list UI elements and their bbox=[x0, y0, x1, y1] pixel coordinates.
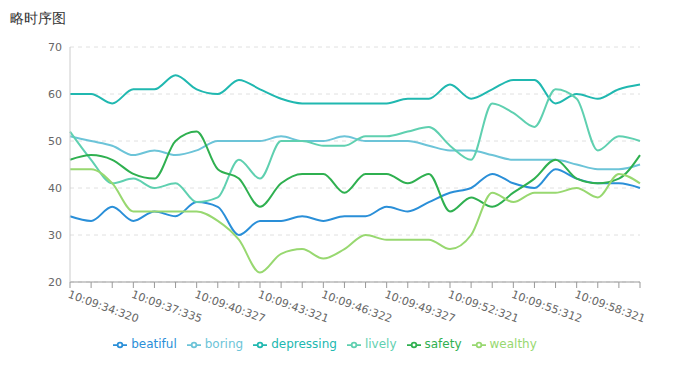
svg-text:20: 20 bbox=[48, 276, 62, 289]
svg-text:10:09:52:321: 10:09:52:321 bbox=[446, 288, 520, 326]
svg-text:10:09:34:320: 10:09:34:320 bbox=[66, 288, 140, 326]
svg-text:10:09:37:335: 10:09:37:335 bbox=[130, 288, 204, 326]
svg-text:30: 30 bbox=[48, 229, 62, 242]
html-text:depressing: depressing bbox=[271, 337, 337, 351]
svg-text:10:09:55:312: 10:09:55:312 bbox=[510, 288, 584, 326]
svg-text:50: 50 bbox=[48, 135, 62, 148]
html-text:wealthy: wealthy bbox=[489, 337, 537, 351]
svg-text:10:09:58:321: 10:09:58:321 bbox=[573, 288, 647, 326]
svg-text:10:09:40:327: 10:09:40:327 bbox=[193, 288, 267, 326]
html-text:lively: lively bbox=[364, 337, 397, 351]
html-text:略时序图: 略时序图 bbox=[10, 10, 66, 26]
html-text:beatiful: beatiful bbox=[131, 337, 177, 351]
svg-text:60: 60 bbox=[48, 88, 62, 101]
svg-text:10:09:46:322: 10:09:46:322 bbox=[320, 288, 394, 326]
svg-text:40: 40 bbox=[48, 182, 62, 195]
svg-text:10:09:49:327: 10:09:49:327 bbox=[383, 288, 457, 326]
html-text:safety: safety bbox=[424, 337, 462, 351]
svg-text:10:09:43:321: 10:09:43:321 bbox=[256, 288, 330, 326]
html-text:boring: boring bbox=[204, 337, 244, 351]
svg-text:70: 70 bbox=[48, 41, 62, 54]
